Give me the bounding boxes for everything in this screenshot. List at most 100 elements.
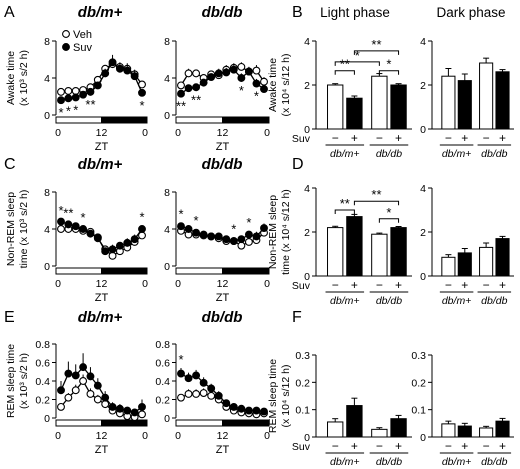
x-tick-label: 0: [175, 278, 181, 290]
data-point: [138, 402, 146, 411]
y-tick-label: 8: [44, 36, 50, 48]
y-axis-label: Awake time (x 10⁴ s/12 h): [267, 54, 292, 117]
data-point: [184, 390, 193, 398]
panel-title: Light phase: [320, 5, 390, 20]
x-axis-label: ZT: [216, 141, 230, 153]
y-tick-label: 0: [420, 432, 426, 444]
treatment-sign: +: [461, 439, 468, 453]
data-point: [57, 96, 65, 105]
significance-mark: *: [386, 205, 391, 220]
series-suv: [57, 54, 146, 105]
bar: [479, 246, 494, 277]
significance-mark: *: [81, 210, 86, 225]
bar: [479, 62, 494, 130]
data-point: [71, 86, 80, 95]
data-point: [86, 229, 95, 238]
group-label: db/db: [481, 456, 507, 468]
y-tick-label: 0.4: [35, 376, 50, 388]
group-label: db/m+: [442, 148, 471, 160]
data-point: [229, 65, 238, 74]
panel-title: db/db: [202, 4, 243, 21]
data-point: [207, 232, 216, 241]
treatment-sign: +: [461, 131, 468, 145]
data-point: [93, 395, 102, 404]
significance-mark: **: [176, 99, 186, 114]
bar: [346, 97, 363, 130]
data-point: [64, 220, 73, 229]
data-point: [93, 81, 102, 90]
data-point: [57, 386, 65, 395]
data-point: [192, 69, 201, 78]
data-point: [207, 391, 216, 400]
dark-phase-bar: [222, 267, 270, 275]
group-label: db/m+: [330, 148, 359, 160]
data-point: [101, 247, 110, 256]
treatment-sign: +: [351, 278, 358, 292]
legend-label: Veh: [73, 29, 92, 41]
treatment-label: Suv: [292, 441, 311, 453]
bar: [495, 71, 510, 130]
x-tick-label: 0: [264, 430, 270, 442]
x-tick-label: 0: [55, 278, 61, 290]
data-point: [64, 369, 73, 378]
y-axis-label-line2: (x 10⁴ s/12 h): [280, 54, 292, 117]
y-axis-label-line1: Non-REM sleep: [5, 192, 17, 266]
y-axis-label: Non-REM sleep time (x 10⁴ s/12 h): [267, 189, 292, 275]
significance-bracket: [334, 70, 355, 75]
x-tick-label: 0: [142, 278, 148, 290]
y-tick-label: 0: [304, 432, 310, 444]
y-axis-label: Awake time (x 10³ s/2 h): [5, 50, 30, 106]
panel-title: db/db: [202, 309, 243, 326]
data-point: [229, 402, 238, 411]
bar: [371, 75, 388, 130]
y-tick-label: 8: [164, 187, 170, 199]
y-tick-label: 4: [164, 73, 170, 85]
panel-title: db/m+: [78, 309, 123, 326]
data-point: [108, 58, 117, 67]
data-point: [207, 384, 216, 393]
treatment-sign: +: [499, 278, 506, 292]
y-tick-label: 0: [44, 413, 50, 425]
y-tick-label: 0.3: [411, 350, 426, 362]
y-tick-label: 2: [420, 227, 426, 239]
significance-bracket: [353, 50, 400, 55]
data-point: [115, 404, 124, 413]
y-tick-label: 0: [164, 413, 170, 425]
x-tick-label: 0: [264, 278, 270, 290]
data-point: [57, 225, 65, 233]
data-point: [64, 393, 73, 402]
data-point: [214, 69, 223, 78]
data-point: [237, 404, 246, 413]
data-point: [260, 224, 268, 233]
data-point: [177, 81, 185, 90]
treatment-sign: +: [351, 131, 358, 145]
data-point: [260, 407, 268, 416]
y-axis-label-line2: time (x 10⁴ s/12 h): [280, 189, 292, 275]
y-axis-label-line1: Non-REM sleep: [267, 195, 279, 269]
y-axis-label: REM sleep time (x 10³ s/2 h): [5, 344, 30, 418]
series-suv: [177, 65, 268, 98]
y-tick-label: 0.2: [411, 377, 426, 389]
data-point: [229, 237, 238, 245]
y-axis-label-line2: (x 10³ s/2 h): [18, 50, 30, 106]
data-point: [108, 402, 117, 411]
x-tick-label: 12: [217, 278, 229, 290]
x-axis-label: ZT: [216, 292, 230, 304]
bar: [346, 216, 363, 277]
x-tick-label: 0: [264, 127, 270, 139]
significance-mark: *: [246, 215, 251, 230]
dark-phase-bar: [101, 116, 148, 124]
chart-E-dbdb: 0 0.2 0.4 0.6 0.8 0 12 0 ZT * db/db: [155, 309, 270, 456]
series-suv: [177, 368, 268, 416]
treatment-sign: +: [395, 131, 402, 145]
y-tick-label: 4: [304, 36, 310, 48]
data-point: [252, 406, 261, 415]
light-phase-bar: [55, 419, 102, 427]
significance-mark: *: [73, 102, 78, 117]
bar: [457, 80, 472, 130]
significance-mark: *: [231, 221, 236, 236]
